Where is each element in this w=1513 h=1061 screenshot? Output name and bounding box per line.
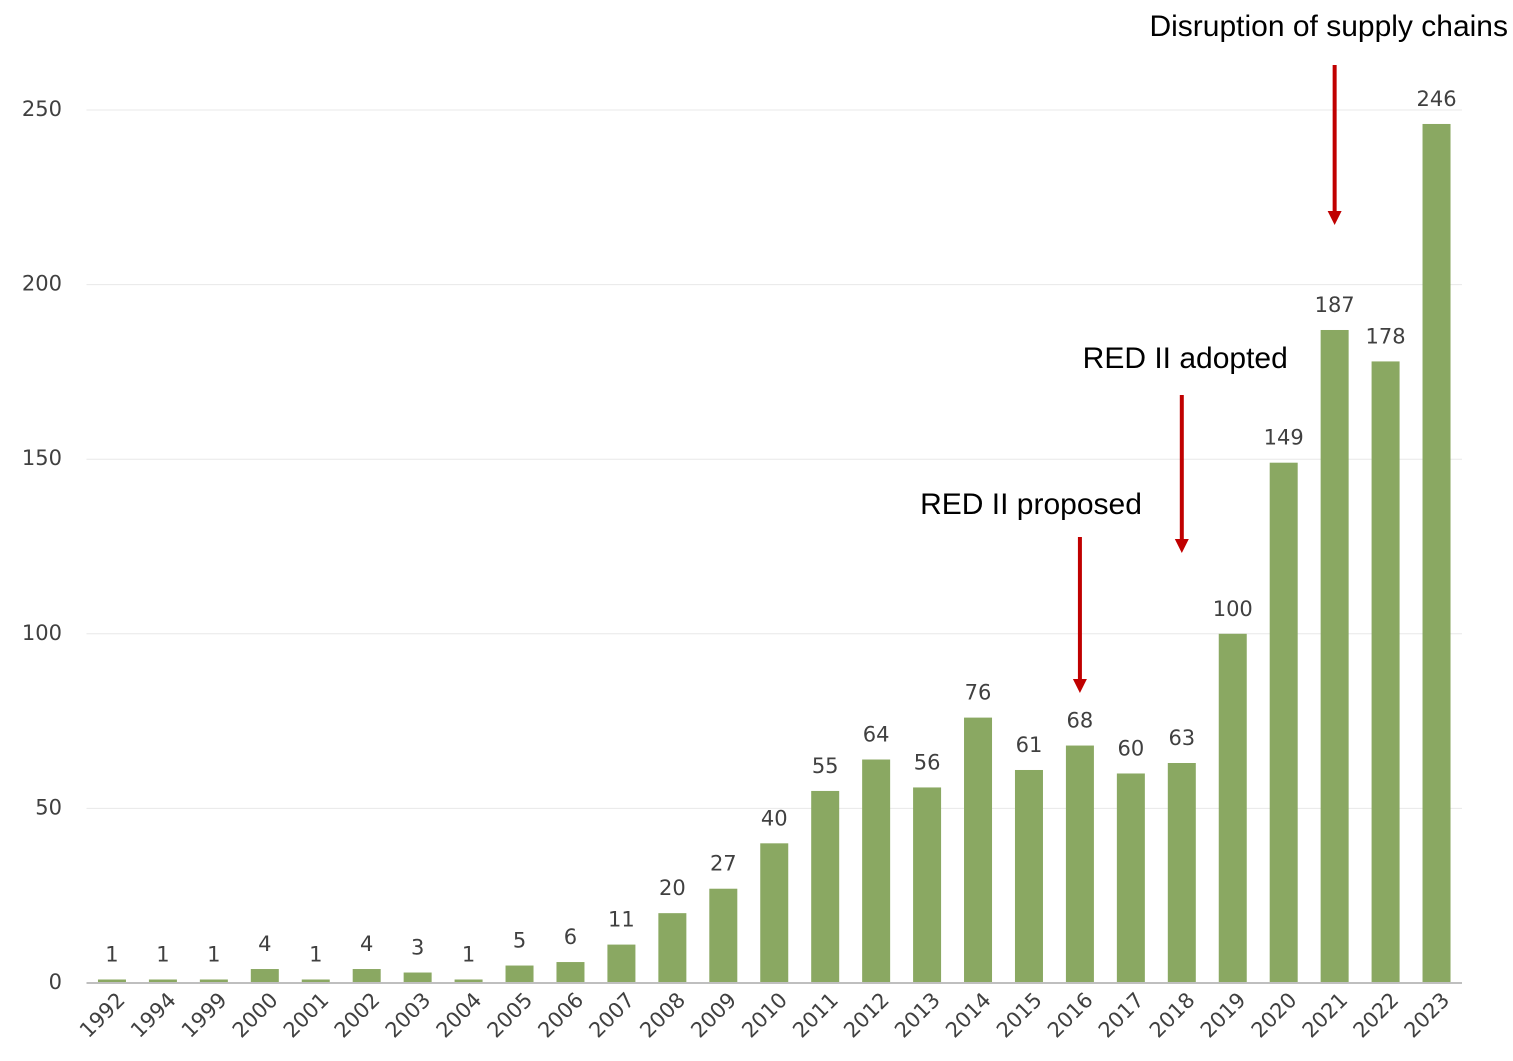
value-label: 68 (1067, 709, 1094, 733)
x-tick-label: 2020 (1247, 988, 1302, 1043)
value-label: 76 (965, 681, 992, 705)
x-tick-label: 2016 (1043, 988, 1098, 1043)
bar (301, 979, 330, 983)
x-tick-label: 2014 (941, 988, 996, 1043)
bar (454, 979, 483, 983)
x-tick-label: 2019 (1196, 988, 1251, 1043)
value-label: 1 (309, 943, 322, 967)
x-tick-label: 2021 (1298, 988, 1353, 1043)
x-tick-label: 2005 (483, 988, 538, 1043)
x-tick-label: 2002 (330, 988, 385, 1043)
x-tick-label: 2000 (228, 988, 283, 1043)
value-label: 4 (360, 932, 373, 956)
bar (1065, 745, 1094, 983)
y-tick-label: 0 (49, 970, 62, 994)
value-label: 6 (564, 925, 577, 949)
annotation-arrowhead (1174, 539, 1189, 553)
value-label: 1 (105, 943, 118, 967)
value-label: 1 (462, 943, 475, 967)
value-label: 1 (156, 943, 169, 967)
value-label: 61 (1016, 733, 1043, 757)
x-tick-label: 2009 (686, 988, 741, 1043)
bar (199, 979, 228, 983)
bar (148, 979, 177, 983)
bar (862, 759, 891, 983)
value-label: 178 (1366, 324, 1406, 348)
x-tick-label: 2008 (635, 988, 690, 1043)
annotation-arrowhead (1327, 211, 1342, 225)
x-tick-label: 1994 (126, 988, 181, 1043)
x-tick-label: 2015 (992, 988, 1047, 1043)
x-tick-label: 2004 (432, 988, 487, 1043)
value-label: 5 (513, 929, 526, 953)
value-label: 246 (1416, 87, 1456, 111)
x-tick-label: 2010 (737, 988, 792, 1043)
annotation-text: RED II proposed (920, 488, 1142, 521)
value-label: 56 (914, 750, 941, 774)
value-label: 60 (1117, 736, 1144, 760)
bar (913, 787, 942, 983)
annotation-text: RED II adopted (1083, 342, 1288, 375)
bar (556, 962, 585, 983)
bar (1269, 462, 1298, 983)
bar (1422, 123, 1451, 983)
x-tick-label: 2022 (1349, 988, 1404, 1043)
bar (709, 888, 738, 983)
value-label: 55 (812, 754, 839, 778)
value-label: 100 (1213, 597, 1253, 621)
y-tick-label: 100 (22, 621, 62, 645)
x-tick-label: 2007 (584, 988, 639, 1043)
value-label: 40 (761, 806, 788, 830)
bar (1116, 773, 1145, 983)
value-label: 20 (659, 876, 686, 900)
value-label: 187 (1315, 293, 1355, 317)
bar (1014, 769, 1043, 983)
bar (811, 790, 840, 983)
x-tick-label: 2001 (279, 988, 334, 1043)
x-tick-label: 2013 (890, 988, 945, 1043)
bar (97, 979, 126, 983)
bar (505, 965, 534, 983)
x-tick-label: 2006 (533, 988, 588, 1043)
value-label: 27 (710, 852, 737, 876)
bar (250, 969, 279, 983)
annotation-arrowhead (1072, 679, 1087, 693)
x-tick-label: 2017 (1094, 988, 1149, 1043)
x-tick-label: 1992 (75, 988, 130, 1043)
bar (760, 843, 789, 983)
value-label: 4 (258, 932, 271, 956)
bar (1167, 763, 1196, 983)
y-tick-label: 200 (22, 272, 62, 296)
bar (403, 972, 432, 983)
x-tick-label: 2012 (839, 988, 894, 1043)
bar (964, 717, 993, 983)
x-tick-label: 2023 (1400, 988, 1455, 1043)
value-label: 149 (1264, 426, 1304, 450)
y-tick-label: 250 (22, 97, 62, 121)
x-tick-label: 1999 (177, 988, 232, 1043)
bar (658, 913, 687, 983)
x-tick-label: 2003 (381, 988, 436, 1043)
bar (1218, 633, 1247, 983)
bar (1371, 361, 1400, 983)
x-tick-label: 2011 (788, 988, 843, 1043)
y-tick-label: 150 (22, 446, 62, 470)
bar (1320, 329, 1349, 984)
y-tick-label: 50 (35, 795, 62, 819)
value-label: 64 (863, 723, 890, 747)
value-label: 63 (1168, 726, 1195, 750)
bar (352, 969, 381, 983)
value-label: 11 (608, 908, 635, 932)
bar (607, 944, 636, 983)
value-label: 3 (411, 936, 424, 960)
value-label: 1 (207, 943, 220, 967)
x-tick-label: 2018 (1145, 988, 1200, 1043)
annotation-text: Disruption of supply chains (1149, 10, 1508, 43)
